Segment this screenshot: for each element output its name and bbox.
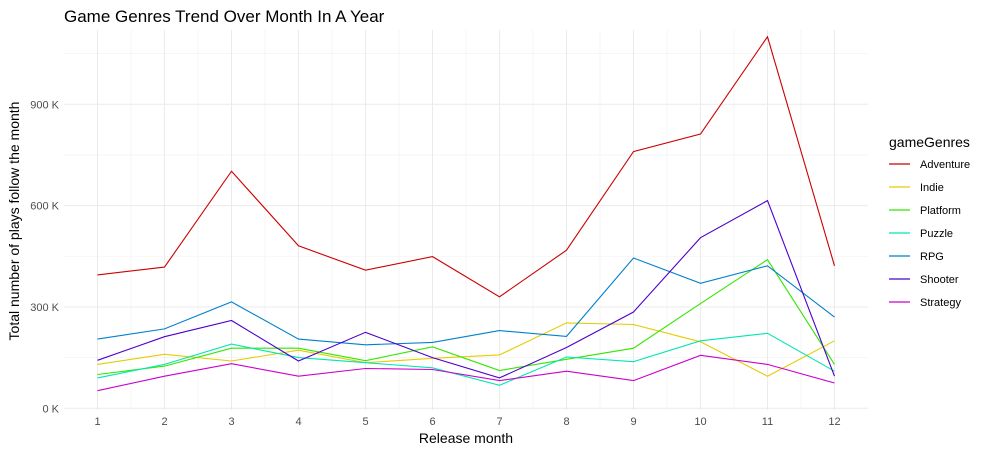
x-tick-label: 6 [429, 416, 435, 428]
legend-label-shooter: Shooter [920, 274, 959, 286]
legend-label-adventure: Adventure [920, 159, 970, 171]
series-line-indie [97, 322, 835, 377]
x-tick-label: 8 [563, 416, 569, 428]
x-tick-label: 7 [496, 416, 502, 428]
series-line-rpg [97, 257, 835, 346]
x-tick-label: 10 [694, 416, 706, 428]
legend: gameGenres Adventure Indie Platform Puzzle R… [889, 134, 970, 309]
x-tick-label: 2 [161, 416, 167, 428]
x-tick-label: 4 [295, 416, 301, 428]
series-line-platform [97, 258, 835, 376]
x-tick-label: 9 [630, 416, 636, 428]
x-tick-label: 11 [762, 416, 773, 428]
legend-label-puzzle: Puzzle [920, 228, 953, 240]
legend-label-platform: Platform [920, 205, 961, 217]
series-lines [97, 35, 836, 392]
x-tick-label: 1 [94, 416, 100, 428]
y-axis-ticks: 0 K 300 K 600 K 900 K [30, 99, 59, 415]
chart-title: Game Genres Trend Over Month In A Year [64, 7, 385, 26]
series-line-adventure [97, 35, 836, 298]
legend-label-rpg: RPG [920, 251, 944, 263]
legend-label-indie: Indie [920, 182, 944, 194]
series-line-strategy [97, 354, 835, 392]
x-axis-title: Release month [419, 430, 513, 446]
y-tick-label: 600 K [30, 201, 59, 213]
legend-title: gameGenres [889, 134, 970, 150]
x-tick-label: 3 [228, 416, 234, 428]
y-tick-label: 300 K [30, 302, 59, 314]
y-tick-label: 900 K [30, 99, 59, 111]
x-tick-label: 5 [362, 416, 368, 428]
legend-label-strategy: Strategy [920, 297, 961, 309]
major-gridlines [64, 30, 868, 410]
series-line-shooter [97, 199, 836, 379]
minor-gridlines [64, 30, 868, 410]
y-tick-label: 0 K [42, 403, 59, 415]
y-axis-title: Total number of plays follow the month [6, 102, 22, 341]
x-axis-ticks: 1 2 3 4 5 6 7 8 9 10 11 12 [94, 416, 840, 428]
series-line-puzzle [97, 332, 835, 386]
x-tick-label: 12 [828, 416, 840, 428]
